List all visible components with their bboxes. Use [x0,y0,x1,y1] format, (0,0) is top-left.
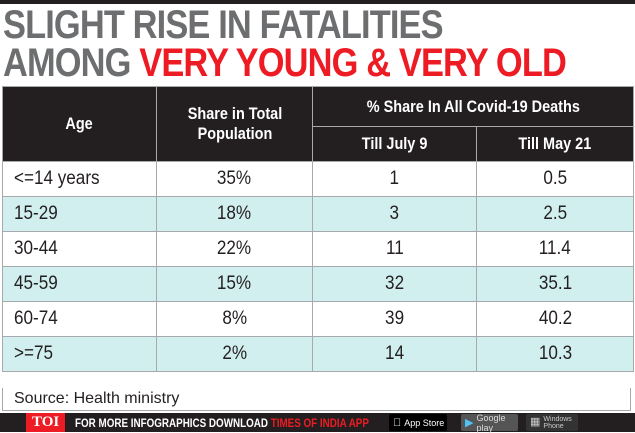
title-line-1: SLIGHT RISE IN FATALITIES [3,3,444,47]
toi-logo: TOI [26,413,66,432]
table-row: 60-74 8% 39 40.2 [2,301,635,337]
cell-july: 14 [312,336,477,372]
header-age: Age [2,86,157,162]
table-row: >=75 2% 14 10.3 [2,336,635,372]
source-note: Source: Health ministry [2,388,631,411]
cell-age: <=14 years [2,161,157,197]
promo-text: FOR MORE INFOGRAPHICS DOWNLOAD TIMES OF … [75,415,370,430]
header-till-may: Till May 21 [475,126,635,162]
title-line-2-red: VERY YOUNG & VERY OLD [139,41,567,85]
cell-population: 8% [156,301,313,337]
cell-population: 2% [156,336,313,372]
cell-age: 15-29 [2,196,157,232]
table-row: 45-59 15% 32 35.1 [2,266,635,302]
cell-age: 45-59 [2,266,157,302]
cell-july: 39 [312,301,477,337]
table-row: 30-44 22% 11 11.4 [2,231,635,267]
cell-may: 40.2 [475,301,635,337]
cell-july: 3 [312,196,477,232]
windows-phone-badge[interactable]: ▦ Windows Phone [526,414,578,431]
cell-age: 30-44 [2,231,157,267]
cell-population: 18% [156,196,313,232]
windows-icon: ▦ [530,416,541,428]
cell-population: 22% [156,231,313,267]
cell-may: 35.1 [475,266,635,302]
cell-july: 32 [312,266,477,302]
cell-population: 15% [156,266,313,302]
top-rule [0,0,635,4]
apple-icon:  [393,417,401,429]
cell-july: 1 [312,161,477,197]
table-row: <=14 years 35% 1 0.5 [2,161,635,197]
cell-population: 35% [156,161,313,197]
page-title: SLIGHT RISE IN FATALITIES AMONG VERY YOU… [3,3,567,85]
google-play-badge[interactable]: ▶ Google play [461,413,518,433]
header-share-population: Share in Total Population [156,86,313,162]
cell-may: 0.5 [475,161,635,197]
title-line-2-gray: AMONG [3,41,140,85]
cell-age: 60-74 [2,301,157,337]
cell-may: 2.5 [475,196,635,232]
header-till-july: Till July 9 [312,126,477,162]
play-icon: ▶ [465,417,474,429]
cell-may: 10.3 [475,336,635,372]
cell-may: 11.4 [475,231,635,267]
app-store-badge[interactable]: App Store [389,414,447,431]
cell-age: >=75 [2,336,157,372]
table-row: 15-29 18% 3 2.5 [2,196,635,232]
fatalities-table: Age Share in Total Population % Share In… [2,86,635,372]
header-deaths-group: % Share In All Covid-19 Deaths [311,86,635,127]
cell-july: 11 [312,231,477,267]
